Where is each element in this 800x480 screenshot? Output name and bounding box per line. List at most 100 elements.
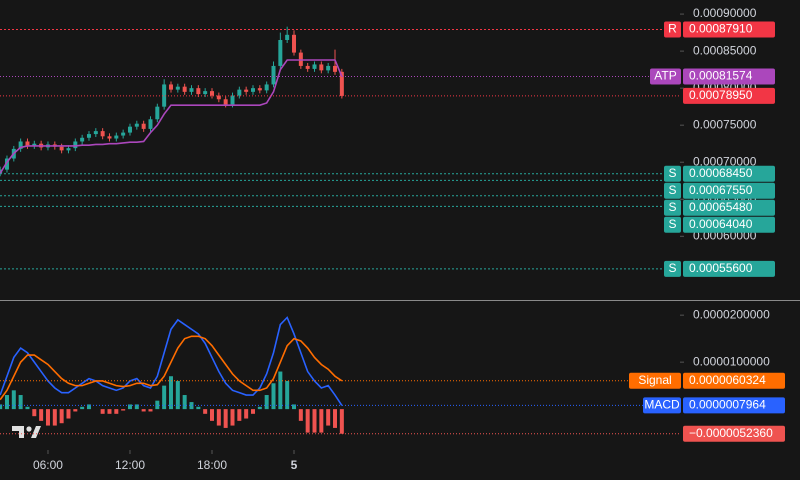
histogram-bar <box>100 409 105 414</box>
tag-box <box>664 165 681 182</box>
histogram-bar <box>230 409 235 426</box>
candle-body <box>59 146 64 151</box>
y-tick-label: 0.0000200000 <box>693 307 770 321</box>
value-label-box <box>683 87 775 104</box>
candle-body <box>216 95 221 100</box>
y-tick-label: 0.00090000 <box>693 6 757 20</box>
histogram-bar <box>182 395 187 410</box>
candle-body <box>155 106 160 120</box>
candle-body <box>319 64 324 71</box>
candle-body <box>244 89 249 92</box>
candle-body <box>148 119 153 129</box>
value-label: 0.00068450 <box>689 166 753 180</box>
histogram-bar <box>312 409 317 433</box>
tag-box <box>629 372 681 389</box>
tag-label: R <box>668 22 677 36</box>
histogram-bar <box>319 409 324 433</box>
histogram-bar <box>216 409 221 426</box>
tag-label: Signal <box>638 373 671 387</box>
value-label: 0.00055600 <box>689 261 753 275</box>
histogram-bar <box>155 400 160 410</box>
histogram-bar <box>52 409 57 426</box>
tag-box <box>664 199 681 216</box>
histogram-bar <box>11 390 16 410</box>
value-label: 0.00081574 <box>689 69 753 83</box>
logo <box>12 426 41 438</box>
histogram-bar <box>203 409 208 414</box>
histogram-bar <box>333 409 338 428</box>
candle-body <box>32 143 37 146</box>
candle-body <box>100 131 105 137</box>
value-label-box <box>683 425 785 442</box>
value-label-box <box>683 260 775 277</box>
candle-body <box>86 134 91 138</box>
value-label: 0.00087910 <box>689 22 753 36</box>
candle-body <box>93 131 98 135</box>
histogram-bar <box>278 371 283 410</box>
candle-body <box>18 141 23 149</box>
tag-label: ATP <box>654 69 676 83</box>
candle-body <box>107 136 112 139</box>
candle-body <box>162 84 167 107</box>
candle-body <box>121 132 126 136</box>
histogram-bar <box>162 385 167 410</box>
candle-body <box>182 86 187 92</box>
candle-body <box>285 34 290 40</box>
candle-body <box>66 148 71 151</box>
value-label-box <box>683 182 775 199</box>
y-tick-label: 0.00070000 <box>693 154 757 168</box>
candle-body <box>237 89 242 96</box>
histogram-bar <box>244 409 249 419</box>
histogram-bar <box>264 395 269 410</box>
histogram-bar <box>107 409 112 414</box>
value-label-box <box>683 21 775 38</box>
candle-body <box>203 91 208 95</box>
histogram-bar <box>209 409 214 421</box>
candle-body <box>80 137 85 142</box>
histogram-bar <box>168 376 173 410</box>
candle-body <box>271 65 276 85</box>
histogram-bar <box>25 406 30 410</box>
candle-body <box>257 88 262 91</box>
value-label-box <box>683 397 785 414</box>
candle-body <box>223 99 228 105</box>
candle-body <box>196 88 201 95</box>
histogram-bar <box>271 383 276 410</box>
value-label-box <box>683 68 775 85</box>
histogram-bar <box>292 404 297 410</box>
value-label: 0.00065480 <box>689 200 753 214</box>
candle-body <box>251 88 256 92</box>
histogram-bar <box>237 409 242 421</box>
candle-body <box>264 84 269 91</box>
value-label-box <box>683 199 775 216</box>
tag-label: S <box>668 217 676 231</box>
histogram-bar <box>326 409 331 426</box>
histogram-bar <box>32 409 37 417</box>
candle-body <box>326 65 331 71</box>
histogram-bar <box>189 402 194 410</box>
candle-body <box>4 158 9 170</box>
tag-label: S <box>668 200 676 214</box>
tag-box <box>664 216 681 233</box>
candle-body <box>127 126 132 133</box>
x-tick-label: 12:00 <box>115 458 145 472</box>
histogram-bar <box>127 404 132 410</box>
histogram-bar <box>305 409 310 433</box>
value-label: 0.00067550 <box>689 183 753 197</box>
tag-box <box>664 21 681 38</box>
macd-line <box>0 316 343 406</box>
histogram-bar <box>257 406 262 410</box>
candle-body <box>292 34 297 53</box>
value-label: 0.0000007964 <box>689 398 766 412</box>
candle-body <box>175 86 180 90</box>
histogram-bar <box>141 409 146 412</box>
candle-body <box>312 64 317 69</box>
histogram-bar <box>66 409 71 419</box>
tag-label: MACD <box>644 398 680 412</box>
tag-box <box>643 397 681 414</box>
histogram-bar <box>251 409 256 414</box>
histogram-bar <box>223 409 228 428</box>
histogram-bar <box>114 409 119 414</box>
y-tick-label: 0.00085000 <box>693 43 757 57</box>
